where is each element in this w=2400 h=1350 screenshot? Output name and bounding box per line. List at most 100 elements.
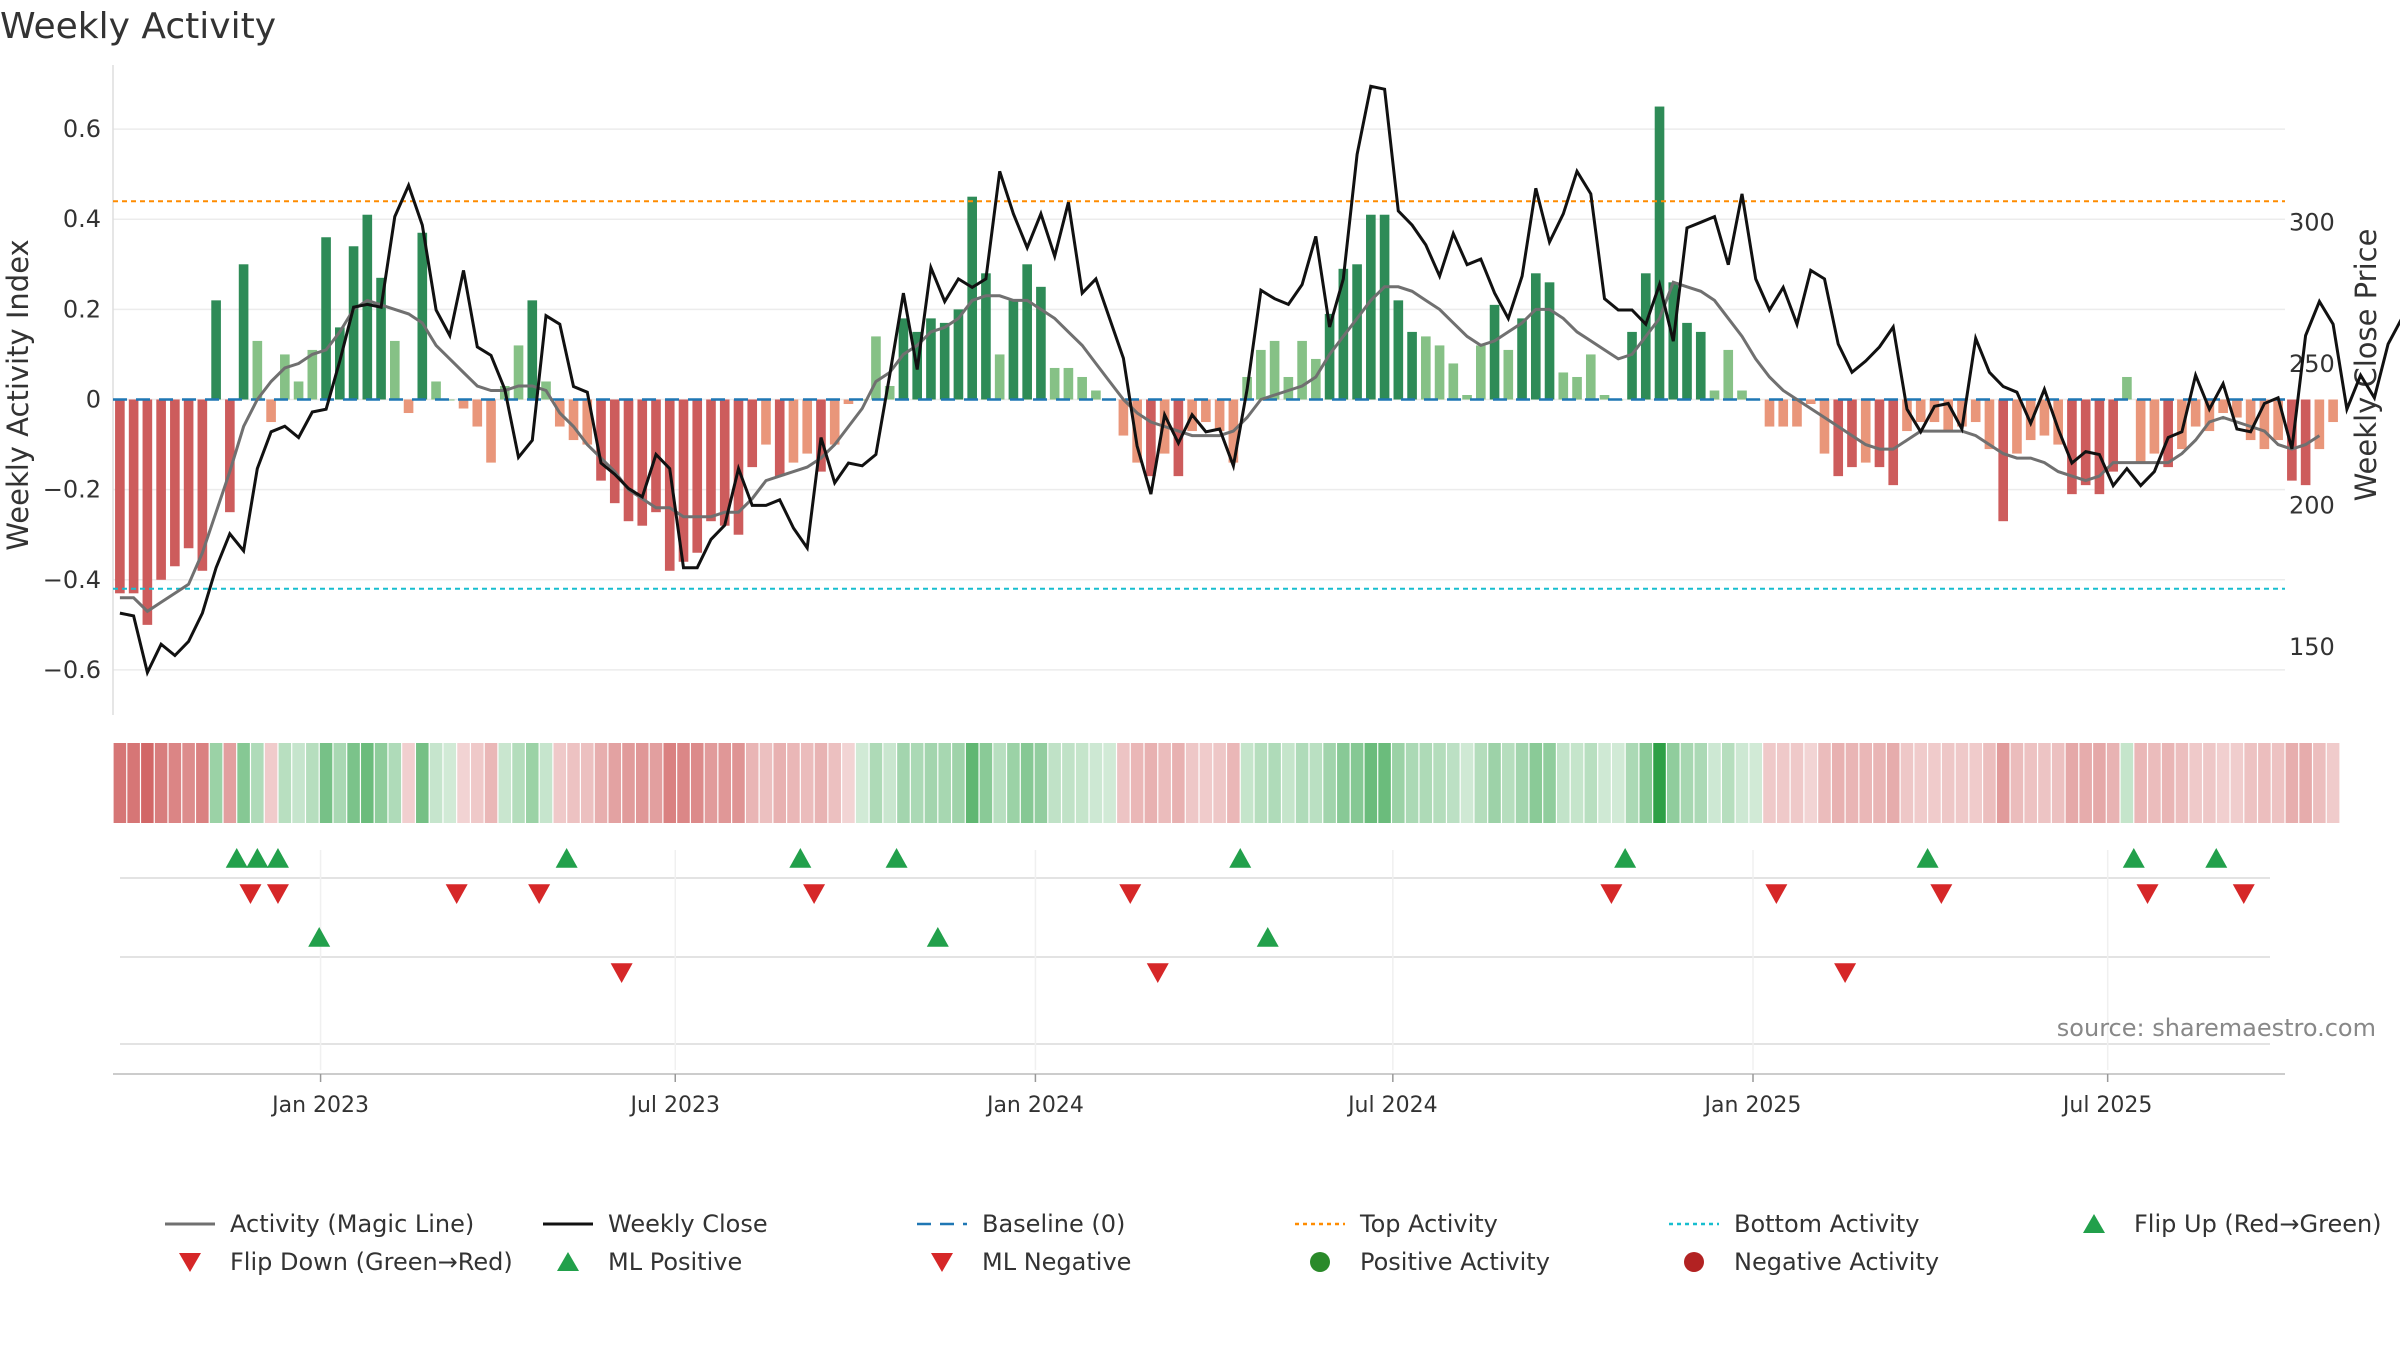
heat-strip-cell <box>1681 743 1694 823</box>
activity-bar <box>995 354 1005 399</box>
heat-strip-cell <box>553 743 566 823</box>
activity-bar <box>1297 341 1307 400</box>
heat-strip-cell <box>952 743 965 823</box>
flip-down-marker <box>528 884 550 904</box>
legend-item: Weekly Close <box>538 1206 768 1242</box>
heat-strip-cell <box>2038 743 2051 823</box>
activity-bar <box>1394 300 1404 399</box>
heat-strip-cell <box>1406 743 1419 823</box>
legend-label: Top Activity <box>1360 1210 1498 1238</box>
flip-up-marker <box>1614 848 1636 868</box>
activity-bar <box>1916 400 1926 423</box>
activity-bar <box>2328 400 2338 423</box>
activity-bar <box>431 381 441 399</box>
heat-strip-cell <box>1969 743 1982 823</box>
flip-down-marker <box>803 884 825 904</box>
activity-bar <box>1696 332 1706 400</box>
activity-bar <box>940 323 950 400</box>
y-tick-label-right: 200 <box>2289 491 2335 519</box>
circle-legend-icon <box>1290 1247 1350 1277</box>
heat-strip-cell <box>2024 743 2037 823</box>
y-axis-label-right: Weekly Close Price <box>2349 229 2383 502</box>
heat-strip-cell <box>1255 743 1268 823</box>
activity-bar <box>2150 400 2160 454</box>
heat-strip-cell <box>224 743 237 823</box>
activity-bar <box>1201 400 1211 423</box>
activity-bar <box>143 400 153 625</box>
heat-strip-cell <box>1365 743 1378 823</box>
activity-bar <box>1627 332 1637 400</box>
x-tick-label: Jul 2023 <box>628 1093 720 1118</box>
legend-label: ML Negative <box>982 1248 1131 1276</box>
activity-bar <box>1655 107 1665 400</box>
legend-item: Baseline (0) <box>912 1206 1125 1242</box>
heat-strip-cell <box>1983 743 1996 823</box>
heat-strip-cell <box>1035 743 1048 823</box>
heat-strip-cell <box>540 743 553 823</box>
activity-bar <box>156 400 166 580</box>
heat-strip-cell <box>1007 743 1020 823</box>
heat-strip-cell <box>925 743 938 823</box>
heat-strip-cell <box>1131 743 1144 823</box>
heat-strip-cell <box>1887 743 1900 823</box>
activity-bar <box>2012 400 2022 454</box>
activity-bar <box>2081 400 2091 486</box>
x-tick-label: Jul 2025 <box>2061 1093 2153 1118</box>
heat-strip-cell <box>2176 743 2189 823</box>
heat-strip-cell <box>1928 743 1941 823</box>
activity-bar <box>1737 390 1747 399</box>
activity-bar <box>1503 350 1513 400</box>
heat-strip-cell <box>2231 743 2244 823</box>
heat-strip-cell <box>526 743 539 823</box>
heat-strip-cell <box>389 743 402 823</box>
y-tick-label-left: −0.6 <box>43 656 101 684</box>
activity-bar <box>184 400 194 549</box>
heat-strip-cell <box>1914 743 1927 823</box>
dash-legend-icon <box>912 1209 972 1239</box>
activity-bar <box>486 400 496 463</box>
legend-label: Flip Down (Green→Red) <box>230 1248 513 1276</box>
heat-strip-cell <box>993 743 1006 823</box>
flip-up-marker <box>267 848 289 868</box>
heat-strip-cell <box>608 743 621 823</box>
heat-strip-cell <box>2107 743 2120 823</box>
heat-strip-cell <box>375 743 388 823</box>
activity-bar <box>1050 368 1060 400</box>
activity-bar <box>239 264 249 399</box>
flip-up-marker <box>1917 848 1939 868</box>
legend-item: ML Positive <box>538 1244 742 1280</box>
heat-strip-cell <box>2299 743 2312 823</box>
heat-strip-cell <box>2244 743 2257 823</box>
flip-down-marker <box>267 884 289 904</box>
heat-strip-cell <box>1956 743 1969 823</box>
activity-bar <box>1036 287 1046 400</box>
activity-bar <box>1820 400 1830 454</box>
flip-up-marker <box>2205 848 2227 868</box>
heat-strip-cell <box>1447 743 1460 823</box>
heat-strip-cell <box>980 743 993 823</box>
flip-down-marker <box>239 884 261 904</box>
heat-strip-cell <box>1708 743 1721 823</box>
heat-strip-cell <box>2121 743 2134 823</box>
activity-bar <box>610 400 620 504</box>
heat-strip-cell <box>1090 743 1103 823</box>
legend-label: Activity (Magic Line) <box>230 1210 474 1238</box>
activity-bar <box>1215 400 1225 432</box>
heat-strip-cell <box>1667 743 1680 823</box>
line-legend-icon <box>538 1209 598 1239</box>
flip-down-marker <box>1765 884 1787 904</box>
legend-label: ML Positive <box>608 1248 742 1276</box>
heat-strip-cell <box>1420 743 1433 823</box>
activity-bar <box>1146 400 1156 477</box>
heat-strip-cell <box>911 743 924 823</box>
dot-legend-icon <box>1290 1209 1350 1239</box>
activity-bar <box>1256 350 1266 400</box>
activity-bar <box>170 400 180 567</box>
ml-positive-marker <box>1257 927 1279 947</box>
activity-bar <box>294 381 304 399</box>
heat-strip-cell <box>622 743 635 823</box>
heat-strip-cell <box>650 743 663 823</box>
activity-bar <box>1778 400 1788 427</box>
activity-bar <box>1792 400 1802 427</box>
activity-bar <box>624 400 634 522</box>
